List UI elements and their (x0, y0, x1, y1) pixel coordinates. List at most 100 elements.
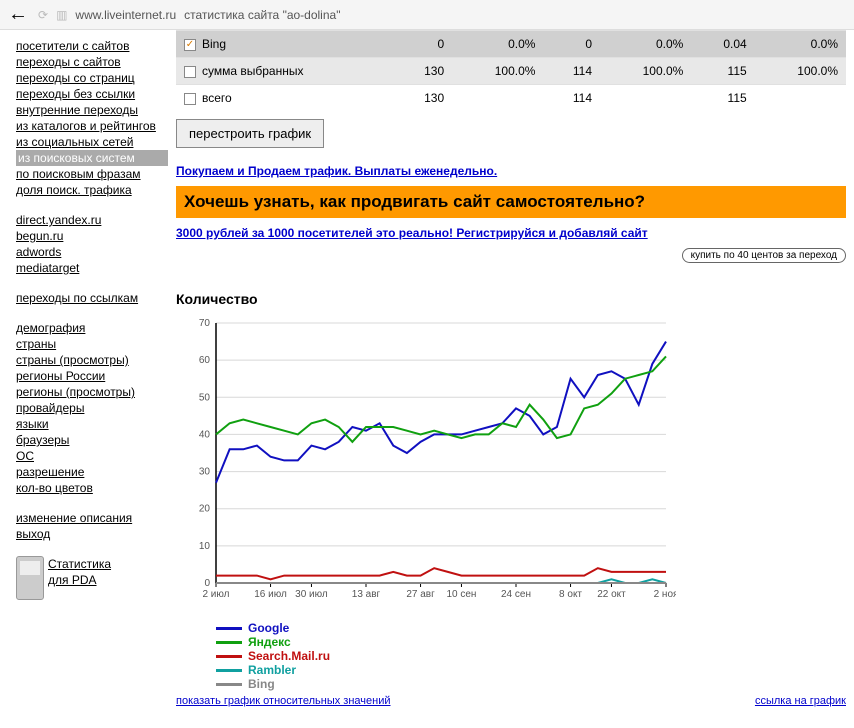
sidebar-item[interactable]: страны (просмотры) (16, 352, 168, 368)
svg-text:0: 0 (204, 578, 210, 589)
cell: 0.04 (691, 31, 754, 58)
svg-text:40: 40 (199, 429, 211, 440)
sidebar-item[interactable]: кол-во цветов (16, 480, 168, 496)
sidebar-item[interactable]: языки (16, 416, 168, 432)
cell: 130 (394, 58, 452, 85)
svg-text:20: 20 (199, 504, 211, 515)
cell: 100.0% (452, 58, 543, 85)
sidebar-item[interactable]: из социальных сетей (16, 134, 168, 150)
svg-text:22 окт: 22 окт (597, 589, 626, 600)
cell: 115 (691, 58, 754, 85)
lock-icon: ▥ (56, 8, 67, 22)
sidebar-item[interactable]: переходы по ссылкам (16, 290, 168, 306)
svg-text:16 июл: 16 июл (254, 589, 287, 600)
browser-bar: ← ⟳ ▥ www.liveinternet.ru статистика сай… (0, 0, 854, 30)
chart-permalink[interactable]: ссылка на график (755, 695, 846, 707)
back-button[interactable]: ← (8, 3, 28, 26)
sidebar-item[interactable]: браузеры (16, 432, 168, 448)
cell: 100.0% (755, 58, 846, 85)
sidebar-item[interactable]: изменение описания (16, 510, 168, 526)
legend-item: Rambler (216, 663, 846, 677)
sidebar-item[interactable]: разрешение (16, 464, 168, 480)
table-row: сумма выбранных130100.0%114100.0%115100.… (176, 58, 846, 85)
stats-table: ✓Bing00.0%00.0%0.040.0%сумма выбранных13… (176, 30, 846, 111)
pda-link-2[interactable]: для PDA (48, 572, 111, 588)
sidebar-item[interactable]: регионы (просмотры) (16, 384, 168, 400)
pda-icon (16, 556, 44, 600)
sidebar-item[interactable]: провайдеры (16, 400, 168, 416)
sidebar-item[interactable]: регионы России (16, 368, 168, 384)
row-label: всего (202, 91, 232, 105)
cell: 115 (691, 85, 754, 112)
cell: 0 (394, 31, 452, 58)
row-label: сумма выбранных (202, 64, 303, 78)
sidebar-item[interactable]: по поисковым фразам (16, 166, 168, 182)
row-checkbox[interactable]: ✓ (184, 39, 196, 51)
svg-text:30 июл: 30 июл (295, 589, 328, 600)
legend-item: Search.Mail.ru (216, 649, 846, 663)
svg-text:70: 70 (199, 318, 211, 329)
svg-text:50: 50 (199, 392, 211, 403)
buy-button[interactable]: купить по 40 центов за переход (682, 248, 846, 263)
traffic-link-2[interactable]: 3000 рублей за 1000 посетителей это реал… (176, 226, 846, 240)
svg-text:13 авг: 13 авг (352, 589, 381, 600)
sidebar-item[interactable]: переходы со страниц (16, 70, 168, 86)
cell (755, 85, 846, 112)
svg-text:60: 60 (199, 355, 211, 366)
reload-icon[interactable]: ⟳ (38, 8, 48, 22)
url-text: www.liveinternet.ru (75, 8, 176, 22)
promo-banner[interactable]: Хочешь узнать, как продвигать сайт самос… (176, 186, 846, 218)
sidebar-item[interactable]: выход (16, 526, 168, 542)
svg-text:27 авг: 27 авг (406, 589, 435, 600)
chart-legend: GoogleЯндексSearch.Mail.ruRamblerBing (216, 621, 846, 691)
pda-link-1[interactable]: Статистика (48, 556, 111, 572)
svg-text:8 окт: 8 окт (559, 589, 582, 600)
sidebar-item[interactable]: из каталогов и рейтингов (16, 118, 168, 134)
svg-text:10: 10 (199, 541, 211, 552)
cell (452, 85, 543, 112)
main-content: ✓Bing00.0%00.0%0.040.0%сумма выбранных13… (168, 30, 854, 727)
sidebar-item[interactable]: mediatarget (16, 260, 168, 276)
table-row: всего 130 114 115 (176, 85, 846, 112)
cell: 0.0% (600, 31, 691, 58)
sidebar-item[interactable]: ОС (16, 448, 168, 464)
sidebar: посетители с сайтовпереходы с сайтовпере… (8, 30, 168, 727)
sidebar-item[interactable]: adwords (16, 244, 168, 260)
sidebar-item[interactable]: переходы без ссылки (16, 86, 168, 102)
svg-text:2 июл: 2 июл (202, 589, 229, 600)
sidebar-item[interactable]: переходы с сайтов (16, 54, 168, 70)
sidebar-item[interactable]: посетители с сайтов (16, 38, 168, 54)
legend-item: Google (216, 621, 846, 635)
row-checkbox[interactable] (184, 66, 196, 78)
cell: 114 (543, 85, 600, 112)
sidebar-item[interactable]: из поисковых систем (16, 150, 168, 166)
cell (600, 85, 691, 112)
cell: 0.0% (452, 31, 543, 58)
legend-item: Bing (216, 677, 846, 691)
cell: 100.0% (600, 58, 691, 85)
cell: 0.0% (755, 31, 846, 58)
row-checkbox[interactable] (184, 93, 196, 105)
row-label: Bing (202, 37, 226, 51)
rebuild-chart-button[interactable]: перестроить график (176, 119, 324, 148)
page-title: статистика сайта "ao-dolina" (184, 8, 340, 22)
show-relative-link[interactable]: показать график относительных значений (176, 695, 391, 707)
cell: 114 (543, 58, 600, 85)
svg-text:24 сен: 24 сен (501, 589, 531, 600)
cell: 130 (394, 85, 452, 112)
svg-text:2 ноя: 2 ноя (654, 589, 676, 600)
svg-text:10 сен: 10 сен (446, 589, 476, 600)
sidebar-item[interactable]: доля поиск. трафика (16, 182, 168, 198)
sidebar-item[interactable]: begun.ru (16, 228, 168, 244)
sidebar-item[interactable]: direct.yandex.ru (16, 212, 168, 228)
chart: 0102030405060702 июл16 июл30 июл13 авг27… (176, 313, 846, 613)
table-row: ✓Bing00.0%00.0%0.040.0% (176, 31, 846, 58)
sidebar-item[interactable]: страны (16, 336, 168, 352)
pda-block: Статистика для PDA (16, 556, 168, 600)
legend-item: Яндекс (216, 635, 846, 649)
sidebar-item[interactable]: внутренние переходы (16, 102, 168, 118)
traffic-link-1[interactable]: Покупаем и Продаем трафик. Выплаты ежене… (176, 164, 846, 178)
chart-title: Количество (176, 291, 846, 307)
cell: 0 (543, 31, 600, 58)
sidebar-item[interactable]: демография (16, 320, 168, 336)
